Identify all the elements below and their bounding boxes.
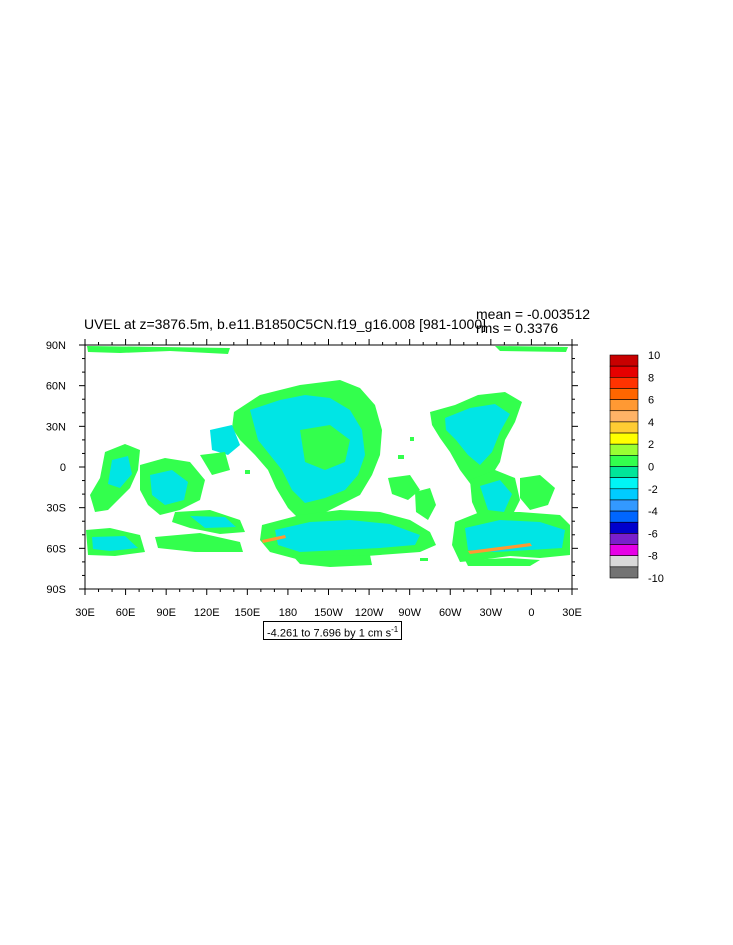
colorbar-box [609,521,639,534]
longitude-labels: 30E 60E 90E 120E 150E 180 150W 120W 90W 60W 30W 0 30… [75,607,582,619]
colorbar-box [609,477,639,490]
latitude-label: 30S [46,503,66,515]
longitude-label: 0 [528,607,534,619]
field-region [210,425,240,455]
field-region [415,488,436,520]
colorbar-label: -4 [648,506,658,518]
contour-range-label: -4.261 to 7.696 by 1 cm s-1 [263,621,403,640]
colorbar-label: -10 [648,573,664,585]
colorbar-box [609,499,639,512]
colorbar-label: 8 [648,372,654,384]
field-region [420,558,428,561]
latitude-label: 90S [46,584,66,596]
latitude-label: 60S [46,543,66,555]
field-region [520,475,555,510]
longitude-label: 30W [480,607,503,619]
colorbar-label: -6 [648,528,658,540]
longitude-label: 150E [234,607,260,619]
colorbar-box [609,510,639,523]
colorbar-box [609,410,639,423]
colorbar-box [609,544,639,556]
field-region [410,437,414,441]
range-exponent: -1 [391,625,399,634]
colorbar-label: 10 [648,350,660,362]
longitude-label: 180 [279,607,297,619]
longitude-label: 60W [439,607,462,619]
field-region [108,456,132,488]
longitude-label: 30E [562,607,582,619]
mean-stat: mean = -0.003512 [476,306,591,322]
colorbar-label: 6 [648,395,654,407]
field-region [480,480,512,512]
colorbar-box [609,421,639,434]
latitude-label: 0 [60,462,66,474]
field-region [150,470,188,505]
colorbar-box [609,555,639,568]
field-region [200,452,230,475]
field-region [92,536,138,551]
field-region [468,543,532,554]
colorbar-label: -2 [648,484,658,496]
longitude-label: 150W [314,607,343,619]
colorbar-box [609,432,639,445]
longitude-label: 90E [156,607,176,619]
latitude-label: 30N [46,421,66,433]
colorbar-box [609,533,639,545]
field-region [190,516,236,528]
colorbar-label: -8 [648,551,658,563]
colorbar-box [609,566,639,579]
longitude-label: 60E [116,607,136,619]
plot-title: UVEL at z=3876.5m, b.e11.B1850C5CN.f19_g… [84,316,487,332]
colorbar-label: 4 [648,417,654,429]
longitude-label: 90W [398,607,421,619]
field-region [245,470,250,474]
longitude-label: 30E [75,607,95,619]
colorbar-box [609,376,639,389]
velocity-field [86,346,570,567]
field-region [445,404,510,465]
field-region [275,520,420,552]
field-region [300,425,350,470]
colorbar-box [609,488,639,501]
colorbar-label: 0 [648,462,654,474]
field-region [388,475,420,500]
field-region [292,555,372,567]
colorbar-box [609,365,639,378]
field-region [465,558,540,566]
colorbar-box [609,399,639,412]
field-region [87,346,230,354]
longitude-label: 120W [355,607,384,619]
colorbar-box [609,354,639,367]
field-region [495,346,568,352]
field-region [155,533,243,552]
field-region [465,520,565,552]
longitude-label: 120E [194,607,220,619]
colorbar-boxes [609,354,639,579]
range-text: -4.261 to 7.696 by 1 cm s [267,627,392,640]
colorbar-box [609,388,639,400]
field-region [398,455,404,459]
colorbar-box [609,466,639,478]
latitude-label: 90N [46,340,66,352]
field-region [262,535,286,543]
latitude-label: 60N [46,381,66,393]
colorbar-box [609,443,639,456]
rms-stat: rms = 0.3376 [476,320,559,336]
latitude-labels: 90N 60N 30N 0 30S 60S 90S [46,340,66,596]
map-ticks [79,339,578,595]
colorbar-labels: 10 8 6 4 2 0 -2 -4 -6 -8 -10 [648,350,664,585]
colorbar-label: 2 [648,439,654,451]
colorbar-box [609,455,639,467]
